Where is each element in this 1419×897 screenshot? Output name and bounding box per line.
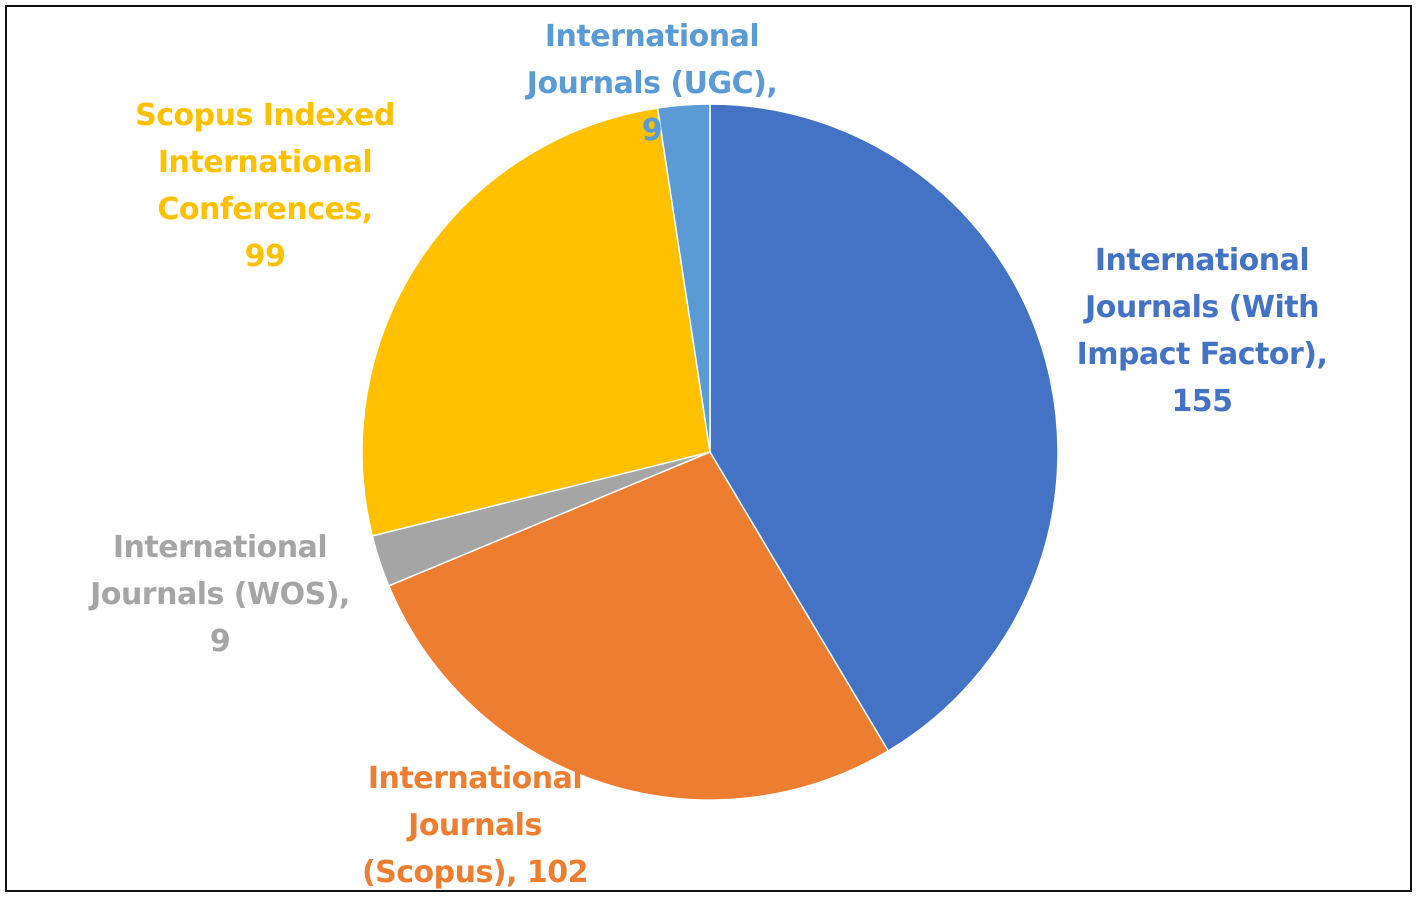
pie-slices [361, 103, 1059, 801]
slice-label-scopus-conferences: Scopus Indexed International Conferences… [135, 98, 395, 274]
pie-slice-scopus-journals [387, 451, 890, 801]
slice-label-scopus-journals: International Journals (Scopus), 102 [361, 761, 589, 890]
slice-label-ugc: International Journals (UGC), 9 [526, 19, 778, 148]
pie-slice-scopus-conferences [361, 107, 711, 537]
pie-slice-ugc [656, 103, 711, 453]
slice-label-impact-factor: International Journals (With Impact Fact… [1076, 243, 1328, 419]
pie-slice-impact-factor [709, 103, 1059, 752]
slice-label-wos: International Journals (WOS), 9 [90, 530, 350, 659]
